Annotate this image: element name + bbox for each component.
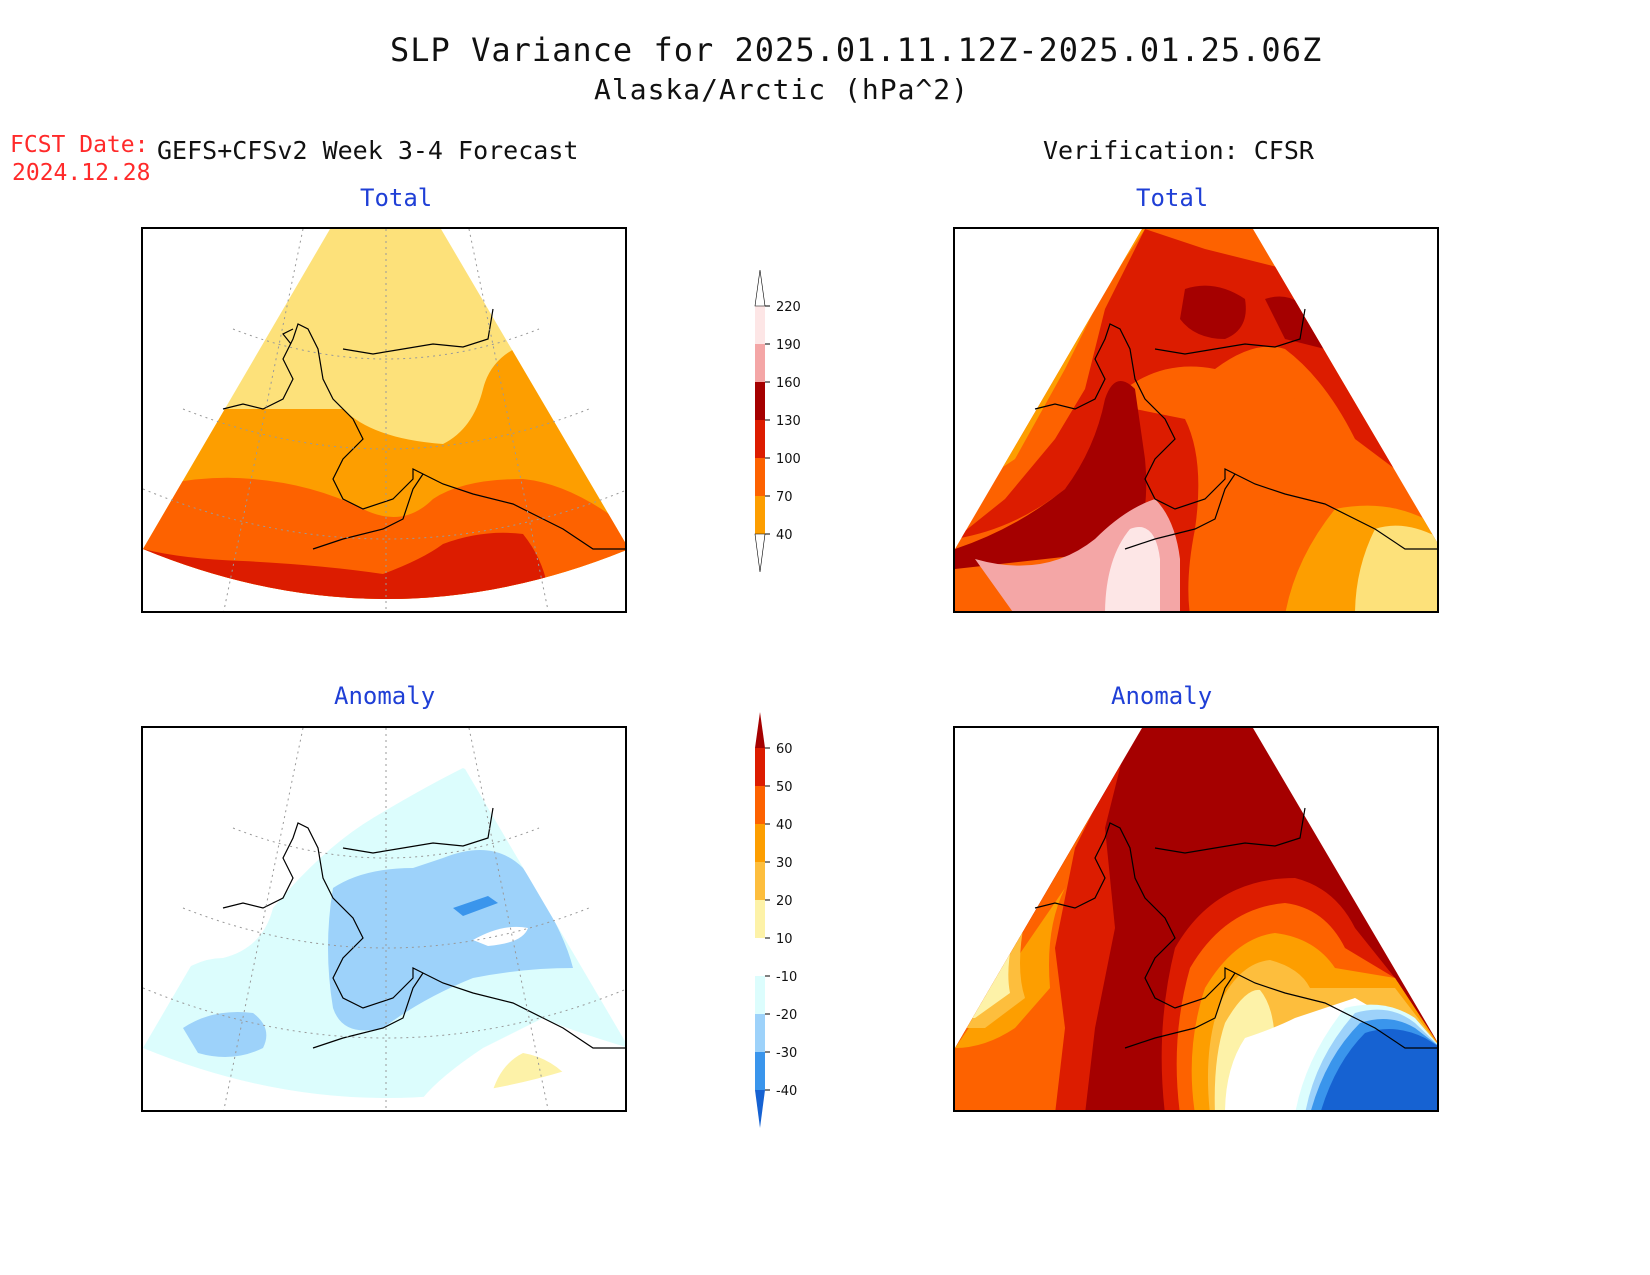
cbar-swatch xyxy=(755,496,765,534)
cbar-tick-label: -40 xyxy=(776,1084,798,1099)
verif-total-title: Total xyxy=(1136,184,1209,212)
map-fill-neg20 xyxy=(183,1012,267,1057)
map-fill-100 xyxy=(1175,381,1313,511)
cbar-tick-label: 40 xyxy=(776,818,793,833)
cbar-tick-label: 10 xyxy=(776,932,793,947)
map-fill-neg20 xyxy=(328,850,573,1031)
cbar-swatch xyxy=(755,862,765,900)
cbar-swatch xyxy=(755,976,765,1014)
forecast-column-heading: GEFS+CFSv2 Week 3-4 Forecast xyxy=(157,136,579,165)
verification-column-heading: Verification: CFSR xyxy=(1043,136,1314,165)
cbar-swatch xyxy=(755,306,765,344)
cbar-tick-label: 130 xyxy=(776,414,801,429)
verif-anomaly-map xyxy=(953,726,1439,1112)
figure-title: SLP Variance for 2025.01.11.12Z-2025.01.… xyxy=(390,31,1323,69)
cbar-swatch xyxy=(755,712,765,748)
cbar-tick-label: 100 xyxy=(776,452,801,467)
cbar-swatch xyxy=(755,1052,765,1090)
cbar-swatch xyxy=(755,900,765,938)
map-fill-160 xyxy=(955,381,1147,569)
total-colorbar xyxy=(754,269,770,573)
coastline xyxy=(1034,308,1437,550)
cbar-swatch xyxy=(755,1090,765,1128)
cbar-tick-label: 160 xyxy=(776,376,801,391)
cbar-tick-label: -30 xyxy=(776,1046,798,1061)
cbar-swatch xyxy=(755,382,765,420)
cbar-tick-label: 60 xyxy=(776,742,793,757)
map-fill-220 xyxy=(1105,527,1160,611)
forecast-anomaly-title: Anomaly xyxy=(334,682,436,710)
forecast-total-title: Total xyxy=(360,184,433,212)
coastline xyxy=(1034,807,1437,1049)
cbar-tick-label: 20 xyxy=(776,894,793,909)
cbar-swatch xyxy=(755,938,765,976)
cbar-swatch xyxy=(755,824,765,862)
cbar-swatch xyxy=(755,420,765,458)
map-fill-160 xyxy=(1180,285,1246,339)
cbar-swatch xyxy=(755,1014,765,1052)
cbar-tick-label: 70 xyxy=(776,490,793,505)
verif-total-map xyxy=(953,227,1439,613)
cbar-tick-label: 50 xyxy=(776,780,793,795)
cbar-tick-label: 40 xyxy=(776,528,793,543)
cbar-swatch xyxy=(755,786,765,824)
verif-anomaly-title: Anomaly xyxy=(1111,682,1213,710)
map-fill-neg40 xyxy=(1320,1029,1437,1110)
cbar-swatch xyxy=(755,458,765,496)
map-fill-40 xyxy=(1355,525,1437,611)
map-fill-160 xyxy=(1265,296,1325,349)
cbar-tick-label: -10 xyxy=(776,970,798,985)
forecast-total-map xyxy=(141,227,627,613)
fcst-date-label: FCST Date: xyxy=(10,132,149,158)
cbar-swatch xyxy=(755,748,765,786)
map-fill-neg30 xyxy=(453,896,498,916)
fcst-date-value: 2024.12.28 xyxy=(12,160,151,186)
figure-subtitle: Alaska/Arctic (hPa^2) xyxy=(594,73,970,106)
cbar-tick-label: -20 xyxy=(776,1008,798,1023)
cbar-swatch xyxy=(755,344,765,382)
cbar-tick-label: 220 xyxy=(776,300,801,315)
coastline xyxy=(222,308,625,550)
cbar-tick-label: 190 xyxy=(776,338,801,353)
coastline xyxy=(222,807,625,1049)
cbar-tick-label: 30 xyxy=(776,856,793,871)
anomaly-colorbar xyxy=(755,712,770,1128)
forecast-anomaly-map xyxy=(141,726,627,1112)
